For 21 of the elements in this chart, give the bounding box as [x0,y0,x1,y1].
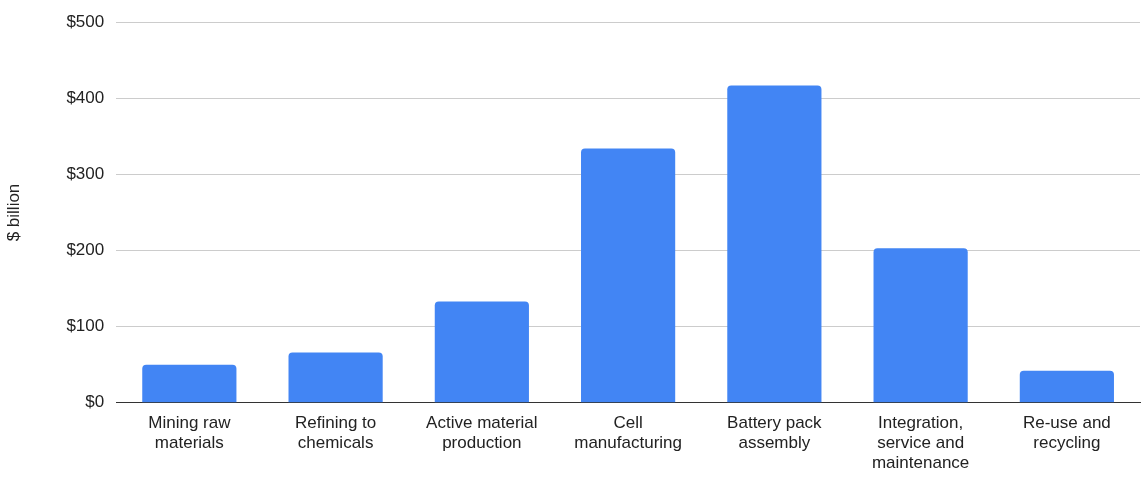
y-tick-label: $500 [66,11,105,31]
bar [873,248,968,403]
bar [1019,370,1114,403]
x-tick-label: Battery pack assembly [727,412,823,453]
y-axis-title: $ billion [3,183,23,242]
y-tick-label: $0 [85,392,105,412]
y-tick-label: $100 [66,316,105,336]
x-tick-label: Integration, service and maintenance [871,412,970,473]
bar [727,85,822,403]
x-tick-label: Mining raw materials [148,412,232,453]
bar [142,364,237,403]
x-tick-label: Refining to chemicals [294,412,377,453]
bar [581,148,676,403]
bar [434,301,529,403]
x-tick-label: Active material production [426,412,538,453]
y-tick-label: $400 [66,88,105,108]
x-tick-label: Re-use and recycling [1022,412,1111,453]
bar [288,352,383,403]
y-tick-label: $300 [66,164,105,184]
x-tick-label: Cell manufacturing [574,412,682,453]
y-tick-label: $200 [66,240,105,260]
